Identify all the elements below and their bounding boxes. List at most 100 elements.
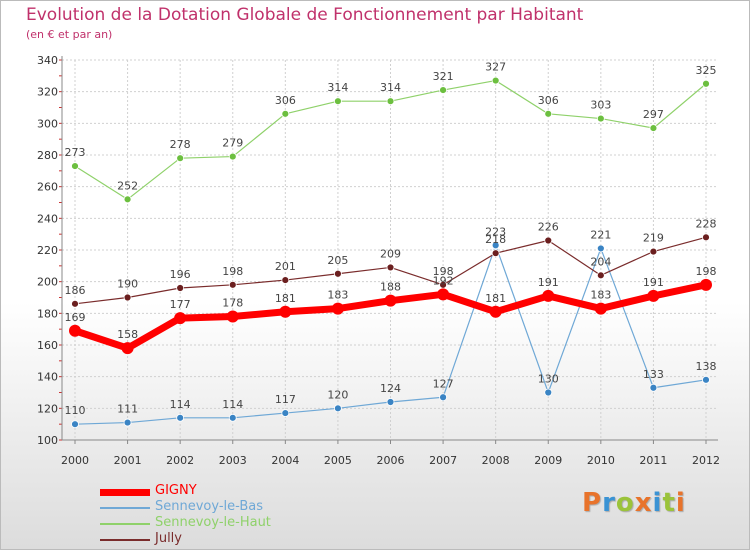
data-label: 120 — [327, 388, 348, 401]
data-labels: 169 158 177 178 181 183 188 192 181 191 183 191 198 1… — [65, 61, 717, 418]
chart-subtitle: (en € et par an) — [26, 28, 113, 41]
y-tick-label: 200 — [37, 276, 58, 289]
x-tick-label: 2002 — [166, 454, 194, 467]
data-label: 198 — [696, 265, 717, 278]
data-label: 169 — [65, 311, 86, 324]
data-label: 221 — [590, 228, 611, 241]
data-label: 114 — [170, 398, 191, 411]
data-label: 279 — [222, 137, 243, 150]
data-point — [281, 276, 290, 284]
legend-label: GIGNY — [155, 483, 197, 498]
data-label: 181 — [275, 292, 296, 305]
data-point — [121, 342, 134, 355]
data-point — [176, 154, 185, 163]
data-label: 117 — [275, 393, 296, 406]
y-tick-label: 220 — [37, 244, 58, 257]
data-point — [544, 236, 553, 245]
y-tick-label: 240 — [37, 212, 58, 225]
data-point — [542, 289, 555, 302]
legend-label: Sennevoy-le-Haut — [155, 515, 271, 530]
x-tick-label: 2005 — [324, 454, 352, 467]
data-label: 314 — [380, 81, 401, 94]
data-point — [71, 420, 79, 429]
data-point — [174, 312, 187, 325]
data-point — [228, 152, 237, 161]
data-point — [596, 244, 605, 253]
legend-swatch — [100, 523, 150, 525]
data-label: 110 — [65, 404, 86, 417]
data-label: 127 — [433, 377, 454, 390]
data-label: 306 — [538, 94, 559, 107]
data-label: 186 — [65, 284, 86, 297]
data-point — [279, 305, 292, 318]
data-label: 181 — [485, 292, 506, 305]
data-point — [439, 393, 447, 402]
data-label: 204 — [590, 255, 611, 268]
data-point — [544, 109, 553, 118]
x-tick-label: 2010 — [587, 454, 615, 467]
data-label: 177 — [170, 298, 191, 311]
data-point — [649, 247, 658, 256]
data-label: 321 — [433, 70, 454, 83]
data-label: 205 — [327, 254, 348, 267]
data-point — [226, 310, 239, 323]
x-tick-label: 2001 — [114, 454, 142, 467]
y-tick-label: 280 — [37, 149, 58, 162]
x-tick-label: 2011 — [639, 454, 667, 467]
data-label: 191 — [643, 276, 664, 289]
data-point — [491, 241, 500, 250]
data-point — [228, 280, 237, 289]
data-point — [386, 97, 395, 106]
data-point — [702, 375, 710, 384]
data-label: 111 — [117, 403, 138, 416]
data-label: 190 — [117, 278, 138, 291]
data-label: 130 — [538, 373, 559, 386]
data-point — [596, 271, 605, 280]
data-label: 191 — [538, 276, 559, 289]
data-point — [700, 278, 712, 291]
x-tick-label: 2007 — [429, 454, 457, 467]
y-tick-label: 120 — [37, 402, 58, 415]
data-label: 196 — [170, 268, 191, 281]
data-point — [69, 324, 81, 337]
data-label: 218 — [485, 233, 506, 246]
data-point — [491, 76, 500, 85]
data-label: 198 — [222, 265, 243, 278]
data-point — [384, 294, 397, 307]
data-label: 314 — [327, 81, 348, 94]
data-label: 188 — [380, 281, 401, 294]
data-label: 252 — [117, 179, 138, 192]
legend-swatch — [100, 488, 150, 496]
data-label: 306 — [275, 94, 296, 107]
data-point — [176, 284, 185, 292]
data-point — [281, 109, 290, 118]
data-point — [702, 79, 710, 88]
data-point — [647, 289, 660, 302]
chart-title: Evolution de la Dotation Globale de Fonc… — [26, 5, 584, 25]
y-tick-label: 340 — [37, 54, 58, 67]
legend-swatch — [100, 507, 150, 509]
data-label: 158 — [117, 328, 138, 341]
data-label: 327 — [485, 61, 506, 74]
data-label: 183 — [590, 289, 611, 302]
data-label: 133 — [643, 368, 664, 381]
data-label: 198 — [433, 265, 454, 278]
y-tick-label: 100 — [37, 434, 58, 447]
axes: 100 120 140 160 180 200 220 240 260 280 300 320 340 2… — [37, 54, 720, 467]
data-label: 219 — [643, 232, 664, 245]
data-point — [544, 388, 553, 397]
data-point — [386, 263, 395, 272]
x-tick-label: 2003 — [219, 454, 247, 467]
proxiti-logo: Proxiti — [582, 488, 686, 518]
data-point — [334, 97, 342, 106]
data-label: 325 — [696, 64, 717, 77]
legend-label: Jully — [155, 531, 182, 546]
data-point — [702, 233, 710, 242]
x-tick-label: 2000 — [61, 454, 89, 467]
data-label: 223 — [485, 225, 506, 238]
data-label: 297 — [643, 108, 664, 121]
data-point — [386, 398, 395, 406]
data-point — [489, 305, 502, 318]
data-point — [71, 299, 79, 308]
